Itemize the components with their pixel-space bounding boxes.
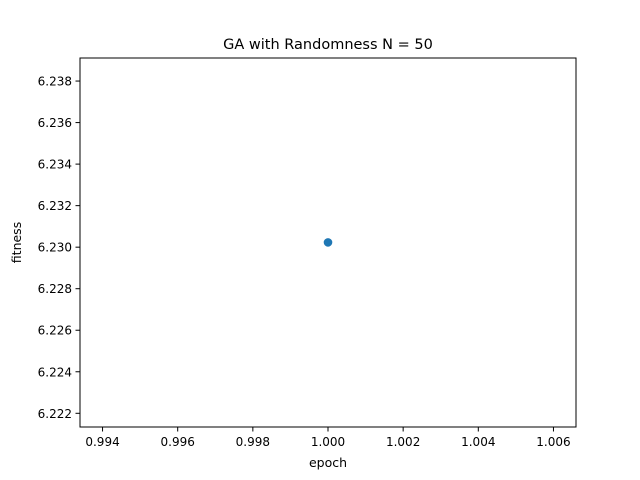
y-tick-label: 6.224 <box>38 365 72 379</box>
data-point <box>323 238 333 247</box>
plot-marks <box>323 238 333 247</box>
x-axis-label: epoch <box>309 455 347 470</box>
y-tick-label: 6.238 <box>38 75 72 89</box>
y-axis-label: fitness <box>9 222 24 263</box>
y-tick-label: 6.232 <box>38 199 72 213</box>
x-tick-label: 1.000 <box>311 435 345 449</box>
x-tick-label: 0.996 <box>161 435 195 449</box>
plot-frame <box>79 57 577 428</box>
x-tick-label: 0.998 <box>236 435 270 449</box>
y-tick-label: 6.222 <box>38 407 72 421</box>
y-tick-label: 6.236 <box>38 116 72 130</box>
x-tick-label: 1.002 <box>386 435 420 449</box>
y-tick-label: 6.228 <box>38 282 72 296</box>
x-tick-label: 1.006 <box>536 435 570 449</box>
y-tick-label: 6.226 <box>38 324 72 338</box>
x-tick-label: 1.004 <box>461 435 495 449</box>
x-axis-ticks: 0.994 0.996 0.998 1.000 1.002 1.004 1.006 <box>85 427 571 449</box>
y-tick-label: 6.234 <box>38 158 72 172</box>
x-tick-label: 0.994 <box>85 435 119 449</box>
y-axis-ticks: 6.222 6.224 6.226 6.228 6.230 6.232 6.234 6.236… <box>38 75 80 421</box>
y-tick-label: 6.230 <box>38 241 72 255</box>
chart-title: GA with Randomness N = 50 <box>223 37 433 53</box>
